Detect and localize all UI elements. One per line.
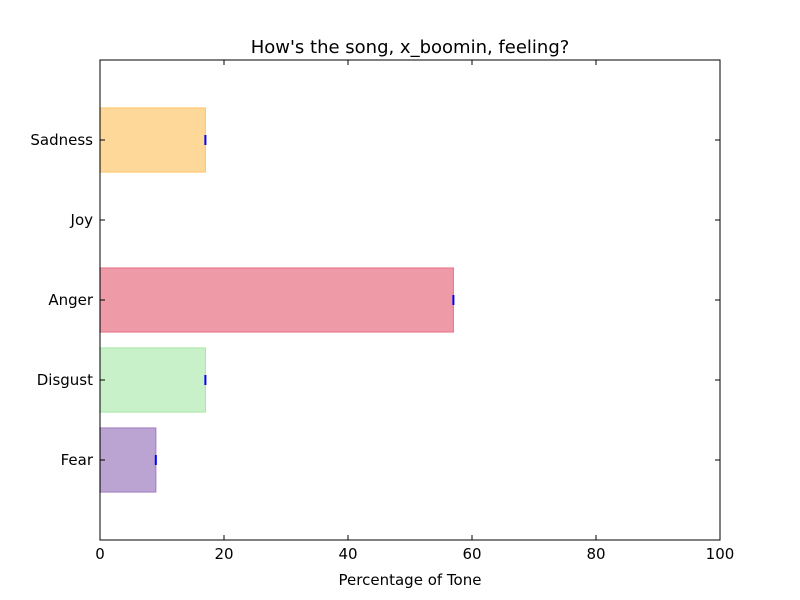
y-tick-label-disgust: Disgust [37, 371, 93, 389]
bar-anger [99, 267, 454, 333]
x-tick-label-40: 40 [338, 545, 357, 563]
y-tick-label-fear: Fear [61, 451, 94, 469]
bars-group [99, 107, 455, 493]
y-tick-label-sadness: Sadness [30, 131, 93, 149]
x-tick-label-60: 60 [462, 545, 481, 563]
x-tick-label-20: 20 [214, 545, 233, 563]
bar-fear [99, 427, 157, 493]
ticks-group: Fear Disgust Anger Joy Sadness 0 20 40 60 80 100 [30, 60, 734, 563]
x-tick-label-100: 100 [706, 545, 735, 563]
x-tick-label-80: 80 [586, 545, 605, 563]
x-axis-label: Percentage of Tone [339, 571, 482, 589]
bar-sadness [99, 107, 207, 173]
chart-title: How's the song, x_boomin, feeling? [251, 37, 570, 58]
bar-disgust [99, 347, 207, 413]
y-tick-label-anger: Anger [48, 291, 94, 309]
x-tick-label-0: 0 [95, 545, 105, 563]
y-tick-label-joy: Joy [70, 211, 94, 229]
